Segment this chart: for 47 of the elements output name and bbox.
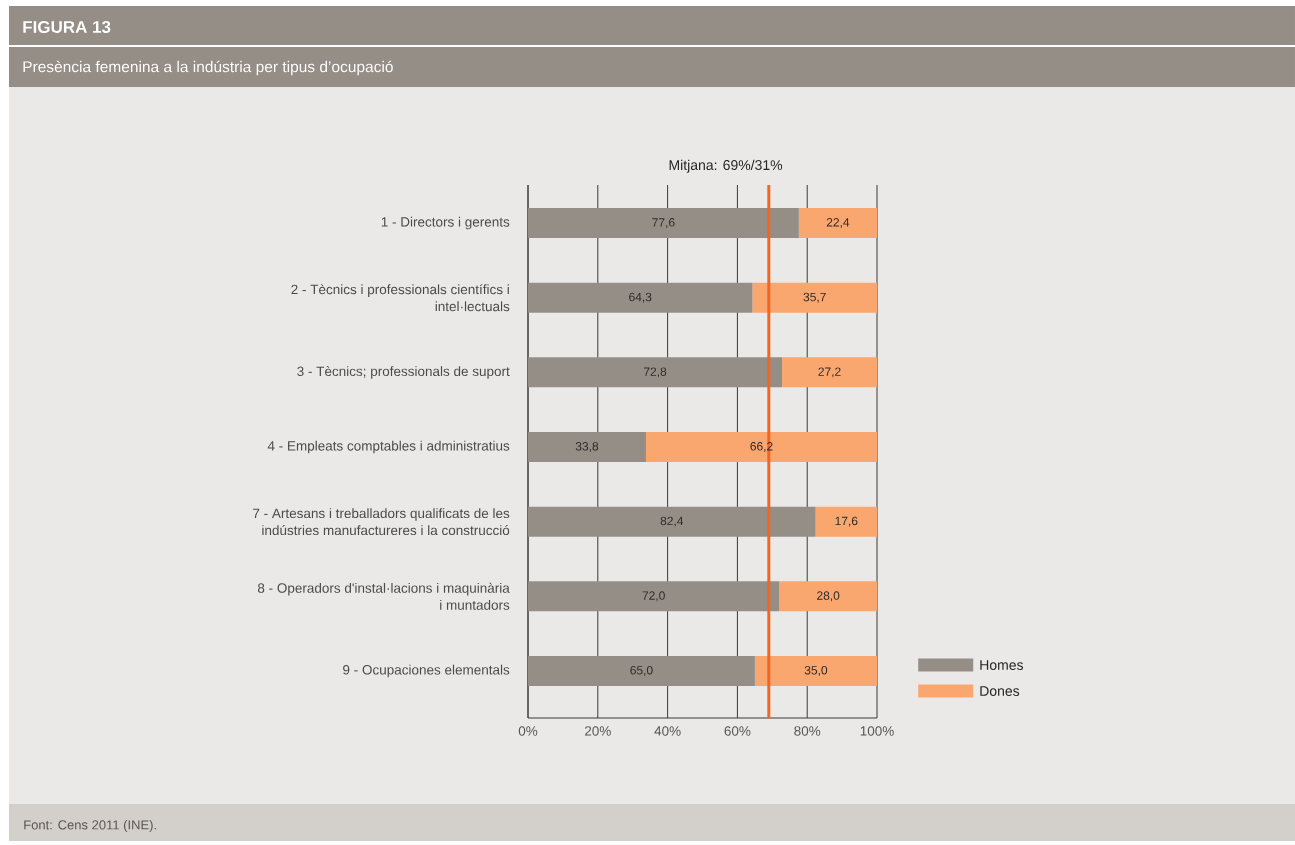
data-label: 82,4 xyxy=(660,516,684,527)
legend-label: Homes xyxy=(980,660,1024,670)
data-label: 27,2 xyxy=(818,367,841,378)
bar xyxy=(798,208,877,239)
data-label: 17,6 xyxy=(835,516,858,527)
bar xyxy=(779,581,877,612)
data-label: 64,3 xyxy=(629,292,652,303)
data-label: 28,0 xyxy=(817,591,840,602)
bar xyxy=(782,357,877,388)
bar xyxy=(528,581,780,612)
data-label: 72,8 xyxy=(643,367,667,378)
text: FIGURA 13 xyxy=(23,20,111,34)
x-tick-label: 100% xyxy=(860,726,894,736)
x-tick-label: 20% xyxy=(584,726,611,736)
bar xyxy=(754,655,877,686)
bar xyxy=(528,282,753,313)
y-tick-label: 2 - Tècnics i professionals científics i intel·lectuals xyxy=(291,284,510,312)
data-label: 35,7 xyxy=(803,292,826,303)
x-tick-label: 40% xyxy=(654,726,681,736)
x-tick-label: 80% xyxy=(794,726,821,736)
data-label: 22,4 xyxy=(826,218,850,229)
bar xyxy=(528,655,755,686)
data-label: 66,2 xyxy=(750,442,773,452)
y-tick-label: 7 - Artesans i treballadors qualificats de les indústries manufactureres i la construcció xyxy=(253,508,510,536)
data-label: 35,0 xyxy=(804,666,828,676)
bar xyxy=(815,506,877,537)
bar xyxy=(752,282,877,313)
text: Presència femenina a la indústria per tipus d’ocupació xyxy=(23,60,393,76)
data-label: 77,6 xyxy=(652,218,675,229)
data-label: 33,8 xyxy=(575,442,599,452)
ref-line-label: Mitjana: 69%/31% xyxy=(669,159,783,173)
x-tick-label: 60% xyxy=(724,726,751,736)
bar xyxy=(528,506,816,537)
bar xyxy=(645,432,877,463)
x-tick-label: 0% xyxy=(518,726,538,736)
bar xyxy=(528,432,646,463)
bar xyxy=(528,208,799,239)
y-tick-label: 9 - Ocupaciones elementals xyxy=(343,664,510,678)
y-tick-label: 3 - Tècnics; professionals de suport xyxy=(297,365,510,379)
bar xyxy=(528,357,783,388)
legend-label: Dones xyxy=(980,686,1020,696)
y-tick-label: 4 - Empleats comptables i administratius xyxy=(267,440,510,454)
y-tick-label: 1 - Directors i gerents xyxy=(381,216,510,230)
data-label: 65,0 xyxy=(630,666,653,676)
y-tick-label: 8 - Operadors d'instal·lacions i maquinària i muntadors xyxy=(257,582,510,610)
data-label: 72,0 xyxy=(642,591,665,602)
text: Font: Cens 2011 (INE). xyxy=(24,819,156,833)
